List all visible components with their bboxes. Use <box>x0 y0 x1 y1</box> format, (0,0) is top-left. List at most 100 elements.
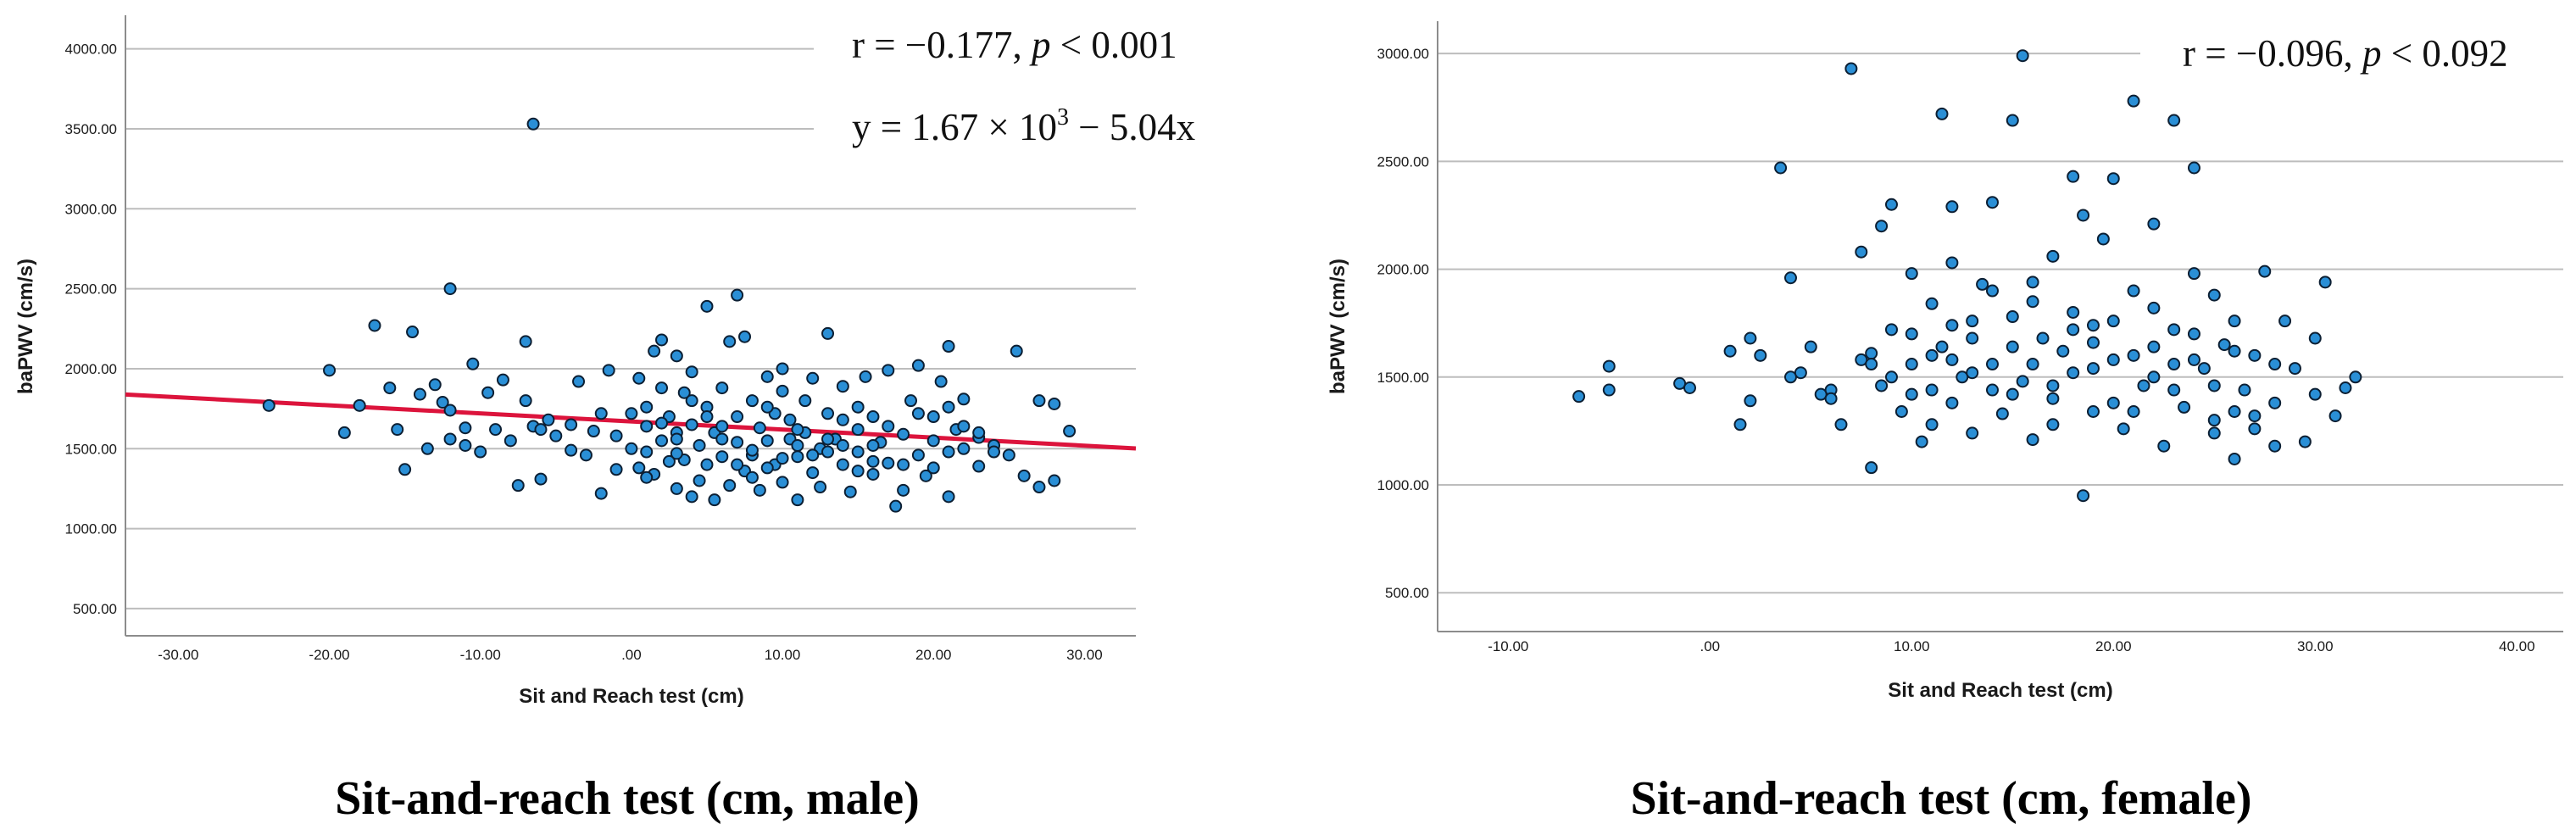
data-point <box>2228 404 2241 418</box>
data-point <box>1905 358 1918 371</box>
data-point <box>685 418 698 431</box>
data-point <box>2067 170 2080 183</box>
data-point <box>1966 366 1979 380</box>
data-point <box>2178 400 2191 414</box>
y-tick-label: 2000.00 <box>65 361 117 377</box>
data-point <box>2127 404 2140 418</box>
data-point <box>1733 418 1747 431</box>
data-point <box>609 463 623 476</box>
data-point <box>942 445 955 459</box>
y-tick-label: 1000.00 <box>1377 477 1429 493</box>
data-point <box>2167 114 2181 127</box>
male-regression-line <box>125 392 1137 451</box>
female-gridlines <box>1438 53 2563 594</box>
y-tick-label: 1500.00 <box>1377 370 1429 386</box>
data-point <box>776 384 789 398</box>
data-point <box>625 442 638 455</box>
data-point <box>1855 245 1868 259</box>
data-point <box>662 454 676 468</box>
female-panel-caption: Sit-and-reach test (cm, female) <box>1631 772 2252 825</box>
data-point <box>2339 381 2352 395</box>
data-point <box>2026 276 2039 289</box>
data-point <box>1865 347 1878 360</box>
male-y-axis-label: baPWV (cm/s) <box>14 259 37 394</box>
data-point <box>1865 358 1878 371</box>
data-point <box>1048 474 1061 487</box>
x-tick-label: -10.00 <box>460 647 501 663</box>
data-point <box>474 445 487 459</box>
data-point <box>745 394 759 408</box>
data-point <box>723 335 737 348</box>
data-point <box>897 483 910 497</box>
data-point <box>640 420 654 433</box>
data-point <box>459 421 472 435</box>
data-point <box>2006 310 2019 324</box>
data-point <box>587 425 600 438</box>
data-point <box>1915 435 1928 448</box>
data-point <box>2127 94 2140 108</box>
data-point <box>1048 397 1061 410</box>
data-point <box>481 386 495 399</box>
y-tick-label: 500.00 <box>73 601 117 617</box>
data-point <box>2268 358 2282 371</box>
data-point <box>911 448 925 462</box>
data-point <box>693 474 706 487</box>
data-point <box>2157 439 2171 453</box>
data-point <box>776 362 789 376</box>
data-point <box>2147 340 2161 353</box>
data-point <box>708 493 721 507</box>
y-tick-label: 2500.00 <box>65 281 117 298</box>
data-point <box>2207 288 2221 302</box>
data-point <box>1683 381 1696 395</box>
data-point <box>904 394 918 408</box>
data-point <box>398 463 412 476</box>
data-point <box>957 420 971 433</box>
male-scatter-panel: 500.00 1000.00 1500.00 2000.00 2500.00 3000.0… <box>14 13 1238 825</box>
data-point <box>1995 407 2009 420</box>
data-point <box>2006 114 2019 127</box>
data-point <box>2096 232 2110 246</box>
data-point <box>443 432 457 446</box>
data-point <box>2187 327 2200 341</box>
data-point <box>957 442 971 455</box>
data-point <box>2117 422 2130 436</box>
data-point <box>972 426 986 439</box>
data-point <box>549 429 563 443</box>
y-tick-label: 4000.00 <box>65 42 117 58</box>
data-point <box>420 442 434 455</box>
data-point <box>2006 340 2019 353</box>
data-point <box>625 407 638 420</box>
data-point <box>632 371 646 385</box>
data-point <box>851 423 865 437</box>
data-point <box>760 370 774 383</box>
data-point <box>2278 315 2292 328</box>
data-point <box>821 407 835 420</box>
data-point <box>988 445 1001 459</box>
y-tick-label: 1000.00 <box>65 521 117 537</box>
data-point <box>791 423 804 437</box>
data-point <box>489 423 503 437</box>
data-point <box>942 340 955 353</box>
data-point <box>791 438 804 452</box>
data-point <box>1985 284 1999 298</box>
data-point <box>731 436 744 449</box>
x-tick-label: 20.00 <box>915 647 952 663</box>
data-point <box>1844 62 1858 75</box>
data-point <box>1824 392 1838 405</box>
data-point <box>2197 362 2211 376</box>
data-point <box>632 461 646 475</box>
data-point <box>602 364 615 377</box>
data-point <box>2046 392 2060 405</box>
data-point <box>1010 344 1023 358</box>
y-tick-label: 2500.00 <box>1377 153 1429 170</box>
data-point <box>1925 348 1939 362</box>
male-regression-equation: y = 1.67 × 103 − 5.04x <box>852 104 1195 148</box>
data-point <box>1905 267 1918 281</box>
data-point <box>2248 409 2262 423</box>
data-point <box>2228 452 2241 465</box>
data-point <box>2127 348 2140 362</box>
data-point <box>942 490 955 504</box>
data-point <box>565 443 578 457</box>
data-point <box>926 461 940 475</box>
data-point <box>383 381 397 395</box>
